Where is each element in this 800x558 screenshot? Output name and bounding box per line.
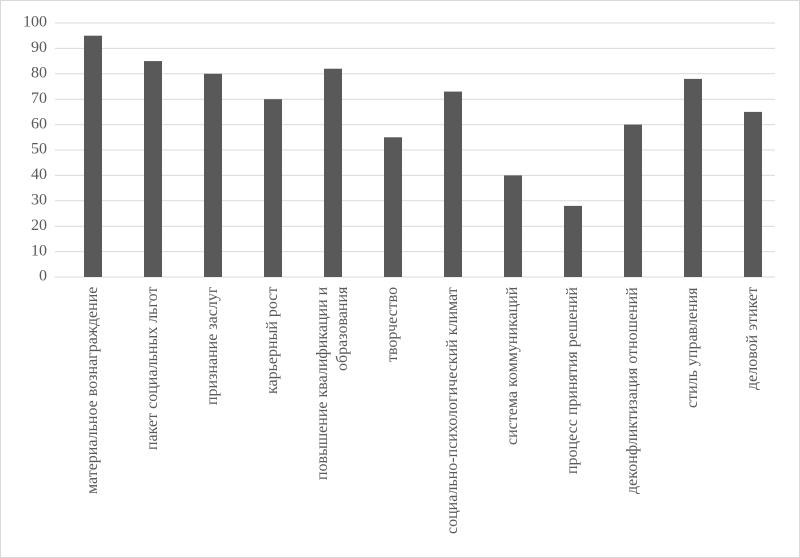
y-tick-label: 100: [23, 14, 47, 31]
x-tick-label: признание заслуг: [204, 287, 221, 406]
x-tick-label: социально-психологический климат: [444, 287, 461, 534]
x-tick-label: деловой этикет: [744, 287, 761, 391]
y-tick-label: 60: [31, 115, 47, 132]
bar: [204, 73, 222, 277]
x-tick-label: пакет социальных льгот: [144, 287, 161, 451]
y-tick-label: 40: [31, 166, 47, 183]
bar: [384, 137, 402, 277]
y-tick-label: 0: [39, 268, 47, 285]
y-tick-label: 20: [31, 217, 47, 234]
y-tick-label: 10: [31, 242, 47, 259]
bar: [684, 78, 702, 277]
bar: [744, 111, 762, 278]
bar: [504, 175, 522, 277]
y-tick-label: 80: [31, 64, 47, 81]
y-tick-label: 50: [31, 141, 47, 158]
y-tick-label: 30: [31, 191, 47, 208]
x-tick-label: процесс принятия решений: [564, 287, 581, 474]
bar: [324, 68, 342, 277]
bar: [264, 99, 282, 277]
bar: [624, 124, 642, 277]
x-tick-label: карьерный рост: [264, 287, 281, 395]
x-tick-label: творчество: [384, 287, 401, 363]
y-tick-label: 90: [31, 39, 47, 56]
bar: [444, 91, 462, 277]
x-tick-label: деконфликтизация отношений: [624, 287, 641, 494]
bar: [144, 61, 162, 277]
bar: [84, 35, 102, 278]
y-tick-label: 70: [31, 90, 47, 107]
bar: [564, 205, 582, 277]
x-tick-label: система коммуникаций: [504, 287, 521, 446]
x-tick-label: стиль управления: [684, 287, 701, 408]
x-tick-label: повышение квалификации и образования: [314, 287, 351, 481]
x-tick-label: материальное вознаграждение: [84, 287, 101, 495]
